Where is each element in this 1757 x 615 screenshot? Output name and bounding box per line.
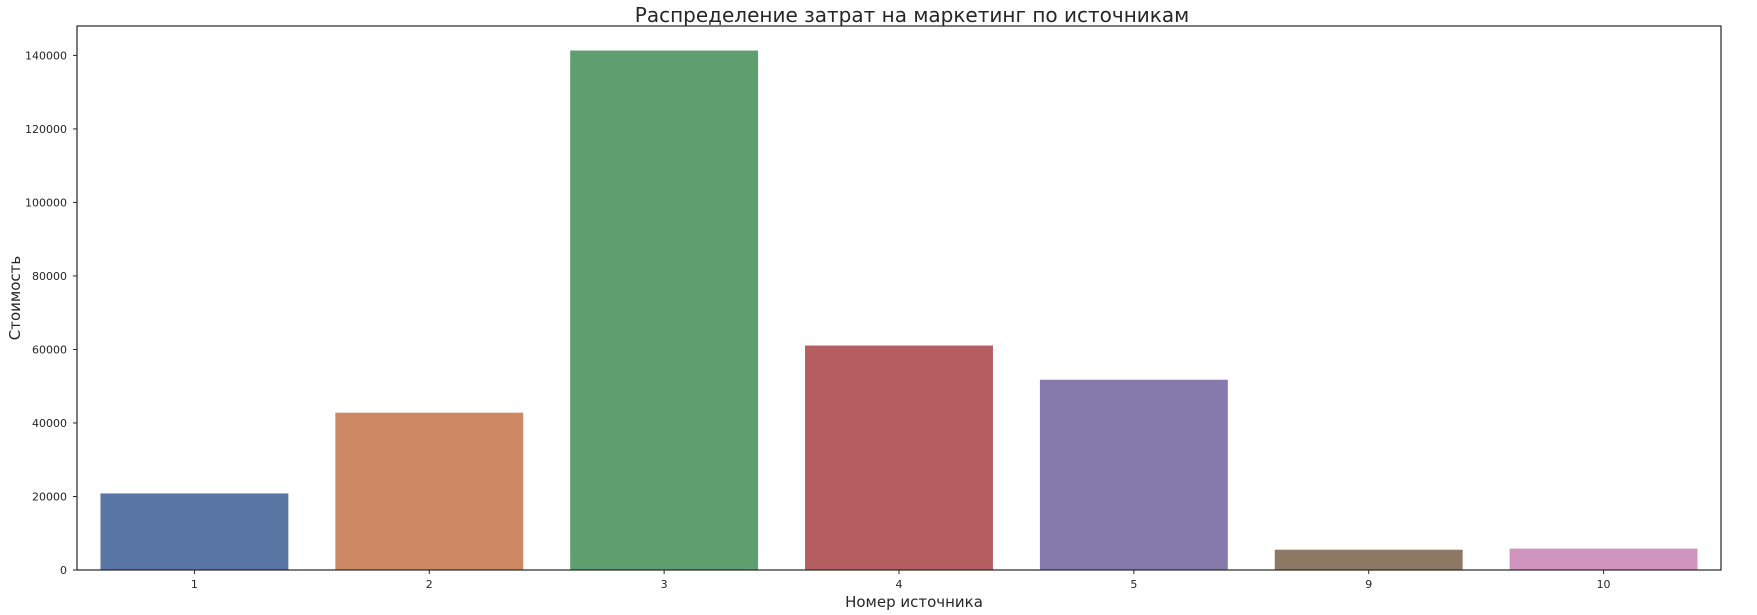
x-tick-label: 10 — [1597, 578, 1611, 591]
bar-source-5 — [1039, 379, 1228, 570]
bar-source-2 — [335, 412, 524, 570]
axes-frame — [76, 25, 1722, 571]
bar-source-1 — [100, 493, 289, 570]
y-tick-label: 60000 — [32, 343, 67, 356]
y-tick-label: 100000 — [25, 196, 67, 209]
y-tick-label: 20000 — [32, 490, 67, 503]
x-tick-label: 4 — [896, 578, 903, 591]
x-tick-label: 5 — [1130, 578, 1137, 591]
x-axis-label: Номер источника — [845, 593, 983, 611]
x-tick-label: 2 — [426, 578, 433, 591]
y-tick-label: 140000 — [25, 49, 67, 62]
bar-source-4 — [805, 345, 993, 570]
chart-title: Распределение затрат на маркетинг по ист… — [635, 3, 1189, 27]
y-tick-label: 0 — [60, 564, 67, 577]
x-tick-label: 3 — [661, 578, 668, 591]
x-tick-label: 9 — [1365, 578, 1372, 591]
x-tick-label: 1 — [191, 578, 198, 591]
bar-source-9 — [1274, 549, 1463, 570]
plot-area: 1 2 3 4 5 9 10 0 20000 40000 60000 80000 100000 12000… — [25, 49, 1698, 591]
bar-source-3 — [570, 50, 759, 571]
y-tick-label: 120000 — [25, 123, 67, 136]
y-tick-label: 80000 — [32, 270, 67, 283]
y-axis-label: Стоимость — [6, 256, 24, 340]
y-tick-label: 40000 — [32, 417, 67, 430]
bar-source-10 — [1509, 548, 1698, 570]
